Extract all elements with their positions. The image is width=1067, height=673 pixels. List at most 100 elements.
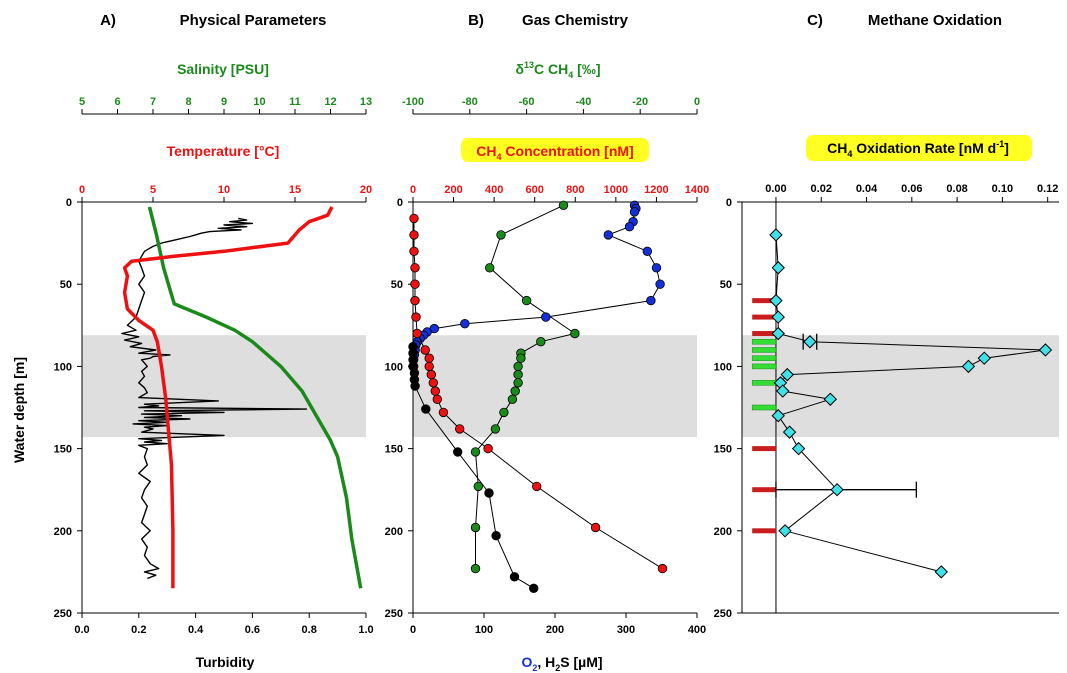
oxrate-point [803,335,817,349]
o2-series-point [629,207,640,217]
oxrate-point [961,359,976,374]
oxrate-point [780,367,794,382]
ch4-concentration-series-point [409,246,419,257]
oxrate-point [771,409,785,423]
turbidity-tick-label: 0.2 [131,624,146,636]
panel-c-depth-tick-label: 150 [714,444,732,456]
panel-c-plot: 0 50 100 150 200 250 0.00 0.02 0.04 0.06 0.08 0.10 0… [714,183,1059,620]
d13c-series-point [485,263,495,273]
salinity-tick-label: 5 [79,96,85,108]
panel-c-shaded-zone [742,335,1059,438]
panel-a-depth-tick-label: 150 [54,444,72,456]
ch4-concentration-series-point [483,443,493,454]
red-marker-bar [752,298,776,304]
h2s-series-point [421,404,431,414]
green-marker-bar [751,347,777,353]
oxrate-tick-label: 0.06 [901,183,922,195]
h2s-series-point [484,488,494,498]
panel-a-letter: A) [100,12,116,29]
d13c-tick-label: 0 [694,96,700,108]
h2s-series-point [410,381,420,391]
ch4-concentration-series-point [410,295,420,306]
salinity-tick-label: 11 [289,96,301,108]
d13c-series-point [470,522,481,533]
ch4-concentration-series-point [532,481,542,492]
ch4-concentration-series-point [590,522,601,533]
turbidity-tick-label: 0.8 [302,624,317,636]
d13c-series-point [470,563,481,574]
d13c-tick-label: -20 [632,96,648,108]
oxrate-point [769,228,783,242]
oxrate-point [830,482,844,497]
red-marker-bar [752,331,776,337]
d13c-series-point [536,337,546,347]
red-marker-bar [752,487,776,493]
salinity-tick-label: 12 [324,96,336,108]
turbidity-axis-label: Turbidity [196,654,255,670]
turbidity-tick-label: 0.4 [188,624,204,636]
d13c-series-point [513,369,523,380]
oxrate-point [771,310,785,324]
ch4-concentration-series-point [409,213,419,224]
o2-series-point [460,319,470,329]
panel-b-depth-tick-label: 250 [385,608,403,620]
panel-b-depth-tick-label: 150 [385,444,403,456]
d13c-series-point [558,200,569,211]
h2s-series-point [509,572,520,582]
panel-c-depth-tick-label: 200 [714,526,732,538]
ch4-concentration-series-point [424,353,434,363]
turbidity-tick-label: 0.0 [74,624,89,636]
d13c-tick-label: -40 [575,96,591,108]
d13c-axis-label: δ13C CH4 [‰] [516,60,601,80]
ch4-concentration-tick-label: 1400 [685,184,709,196]
oxrate-point [934,565,948,579]
d13c-series-point [496,230,506,240]
panel-b-depth-tick-label: 0 [397,197,403,209]
ch4-concentration-tick-label: 1200 [644,184,668,196]
oxrate-tick-label: 0.08 [946,183,967,195]
ch4-concentration-highlight [461,138,649,162]
oxrate-axis-label: CH4 Oxidation Rate [nM d-1] [827,139,1009,159]
oxrate-tick-label: 0.10 [992,183,1013,195]
panel-c-depth-tick-label: 100 [714,361,732,373]
oxrate-tick-label: 0.02 [811,183,832,195]
red-marker-bar [752,528,776,534]
turbidity-tick-label: 0.6 [245,624,260,636]
ch4-concentration-series-point [420,345,430,355]
oxrate-point [778,524,792,538]
o2-h2s-tick-label: 300 [617,624,635,636]
oxrate-point [776,384,790,398]
panel-a-depth-tick-label: 200 [54,526,72,538]
panel-b-depth-tick-label: 50 [391,279,403,291]
ch4-concentration-series-point [657,563,668,574]
d13c-series-point [570,328,580,339]
o2-series-point [624,221,635,232]
d13c-series-point [513,361,523,372]
salinity-tick-label: 9 [221,96,227,108]
o2-h2s-tick-label: 0 [410,624,416,636]
salinity-tick-label: 6 [114,96,120,108]
ch4-concentration-series-point [424,361,434,372]
ch4-concentration-axis-label: CH4 Concentration [nM] [476,143,633,162]
salinity-tick-label: 10 [253,96,265,108]
ch4-concentration-tick-label: 800 [566,184,584,196]
panel-c-depth-tick-label: 0 [726,197,732,209]
h2s-series-point [453,447,463,457]
salinity-line [147,206,363,589]
oxrate-point [791,441,806,456]
green-marker-bar [751,355,777,361]
h2s-series-point [529,583,539,594]
o2-h2s-tick-label: 400 [688,624,706,636]
turbidity-line [121,217,308,580]
ch4-concentration-tick-label: 600 [526,184,544,196]
o2-series-point [541,312,551,322]
temperature-tick-label: 5 [150,184,156,196]
salinity-tick-label: 7 [150,96,156,108]
oxrate-point [769,293,783,308]
d13c-series-point [507,394,518,405]
ch4-concentration-series-point [432,394,443,405]
panel-b-depth-tick-label: 100 [385,361,403,373]
temperature-tick-label: 10 [218,184,230,196]
d13c-series-point [513,378,523,388]
